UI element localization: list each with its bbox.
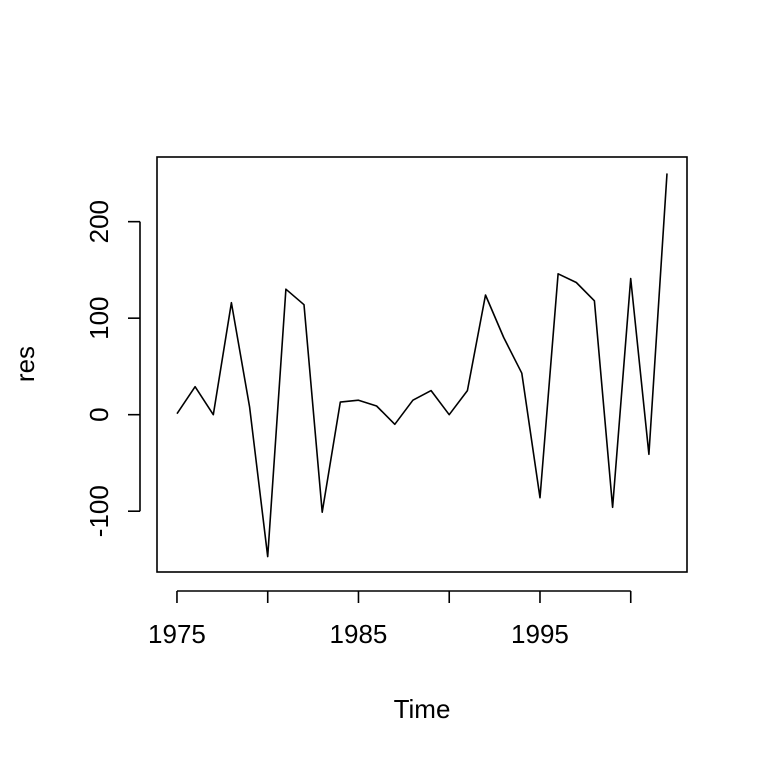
plot-frame [156,156,688,573]
series-layer [176,173,668,558]
y-axis-label: res [10,346,40,382]
y-tick-label: 200 [84,200,114,243]
x-tick-label: 1985 [330,619,388,649]
x-tick-label: 1975 [148,619,206,649]
y-axis: -100 0 100 200 [84,200,141,537]
x-axis-label: Time [394,694,451,724]
series-line-0 [176,173,668,558]
y-tick-label: 100 [84,297,114,340]
x-tick-label: 1995 [511,619,569,649]
y-tick-label: -100 [84,485,114,537]
x-axis: 1975 1985 1995 [148,590,632,649]
y-tick-label: 0 [84,407,114,421]
